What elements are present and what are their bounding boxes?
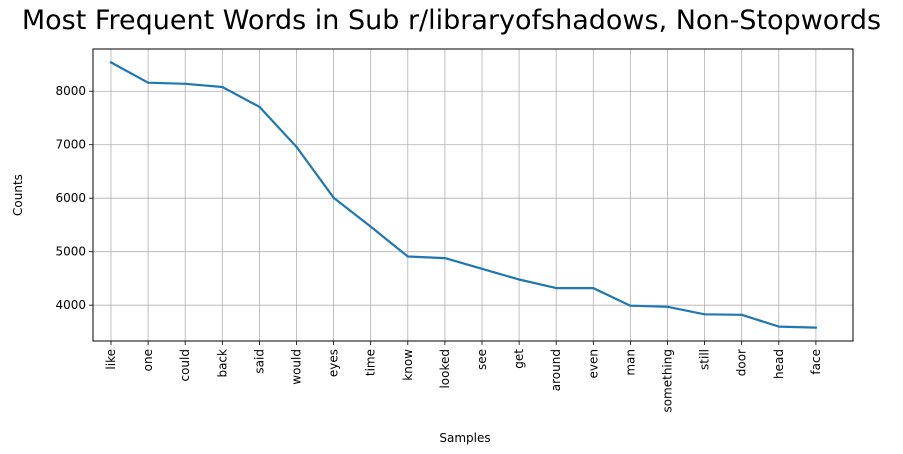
x-tick-label: even xyxy=(586,349,600,378)
data-point xyxy=(443,257,446,260)
line-layer xyxy=(109,61,818,329)
y-tick-label: 5000 xyxy=(55,245,86,259)
data-point xyxy=(777,325,780,328)
data-point xyxy=(258,105,261,108)
x-tick-label: back xyxy=(215,349,229,378)
x-tick-label: know xyxy=(401,349,415,381)
data-point xyxy=(592,286,595,290)
x-axis: like one could back said would eyes time know loo… xyxy=(104,341,823,413)
data-point xyxy=(480,267,484,270)
data-point xyxy=(332,196,335,199)
x-tick-label: get xyxy=(512,349,526,369)
x-tick-label: would xyxy=(290,349,304,385)
data-point xyxy=(184,82,187,85)
x-tick-label: face xyxy=(809,349,823,375)
data-point xyxy=(629,304,632,307)
data-point xyxy=(518,278,521,281)
x-tick-label: man xyxy=(623,349,637,376)
series-line xyxy=(109,61,818,329)
plot-frame xyxy=(92,48,854,342)
data-point xyxy=(109,61,113,64)
grid-layer xyxy=(93,49,853,341)
x-tick-label: like xyxy=(104,349,118,370)
x-tick-label: could xyxy=(178,349,192,382)
chart-title: Most Frequent Words in Sub r/libraryofsh… xyxy=(21,5,882,36)
data-point xyxy=(555,286,558,290)
data-point xyxy=(666,305,669,308)
x-tick-label: still xyxy=(698,349,712,370)
x-tick-label: door xyxy=(735,349,749,376)
x-tick-label: see xyxy=(475,349,489,370)
data-point xyxy=(369,225,372,228)
y-axis: 4000 5000 6000 7000 8000 xyxy=(55,84,93,312)
data-point xyxy=(221,85,224,89)
x-tick-label: looked xyxy=(438,349,452,389)
data-point xyxy=(147,81,150,84)
data-point xyxy=(406,255,409,258)
y-axis-label: Counts xyxy=(11,174,25,216)
x-tick-label: one xyxy=(141,349,155,371)
data-point xyxy=(703,313,706,316)
x-tick-label: around xyxy=(549,349,563,391)
x-tick-label: eyes xyxy=(327,349,341,377)
data-point xyxy=(740,313,743,316)
y-tick-label: 4000 xyxy=(55,298,86,312)
data-point xyxy=(814,326,818,329)
data-point xyxy=(295,145,298,148)
y-tick-label: 8000 xyxy=(55,84,86,98)
y-tick-label: 7000 xyxy=(55,138,86,152)
x-axis-label: Samples xyxy=(439,431,490,445)
y-tick-label: 6000 xyxy=(55,191,86,205)
x-tick-label: something xyxy=(661,349,675,413)
x-tick-label: time xyxy=(364,349,378,376)
x-tick-label: said xyxy=(252,349,266,374)
x-tick-label: head xyxy=(772,349,786,379)
